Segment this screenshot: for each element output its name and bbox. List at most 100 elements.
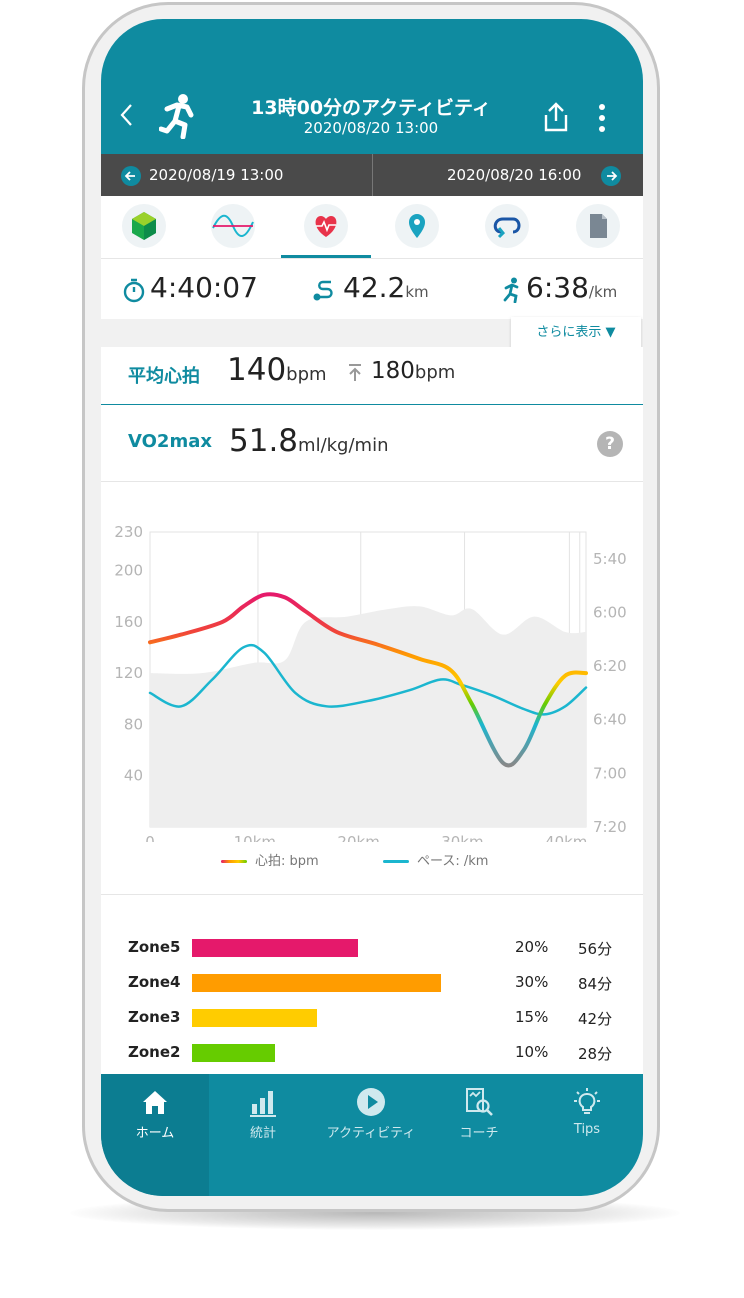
vo2max-unit: ml/kg/min <box>298 435 389 456</box>
share-icon[interactable] <box>541 101 571 133</box>
zone-bar <box>192 974 441 992</box>
detail-tabs <box>101 196 643 259</box>
chart-svg: 230 200 160 120 80 40 5:40 6:00 6:20 6:40 7:00 7:20… <box>114 523 627 842</box>
zone-name: Zone2 <box>128 1043 181 1061</box>
zone-minutes: 28分 <box>578 1045 613 1063</box>
help-icon[interactable]: ? <box>597 431 623 457</box>
zone-name: Zone5 <box>128 938 181 956</box>
bar-chart-icon <box>250 1091 276 1117</box>
tab-laps[interactable] <box>485 204 529 248</box>
more-vertical-icon[interactable] <box>596 103 608 133</box>
app-screen: 13時00分のアクティビティ 2020/08/20 13:00 2020/08/… <box>101 19 643 1196</box>
date-divider <box>372 154 373 196</box>
zone-row: Zone2 10% 28分 <box>101 1038 643 1068</box>
legend-hr-swatch <box>221 860 247 863</box>
document-icon <box>590 214 607 238</box>
active-tab-indicator <box>281 255 371 258</box>
vo2max-summary: VO2max 51.8ml/kg/min ? <box>101 405 643 482</box>
zone-row: Zone3 15% 42分 <box>101 1003 643 1033</box>
zone-percent: 10% <box>515 1043 549 1061</box>
home-icon <box>143 1091 167 1114</box>
coach-icon <box>466 1088 493 1116</box>
y-right-tick-label: 7:20 <box>593 818 627 836</box>
y-right-tick-label: 6:00 <box>593 603 627 621</box>
nav-activity[interactable]: アクティビティ <box>317 1074 425 1196</box>
avg-heart-rate-value: 140bpm <box>227 352 327 388</box>
legend-pace: ペース: /km <box>383 850 488 869</box>
pace-line <box>148 643 588 716</box>
pace-value: 6:38/km <box>526 271 617 304</box>
running-pace-icon <box>503 277 519 303</box>
zone-name: Zone3 <box>128 1008 181 1026</box>
legend-heart-rate: 心拍: bpm <box>221 850 319 869</box>
y-left-tick-label: 160 <box>114 613 143 631</box>
vo2max-value: 51.8ml/kg/min <box>229 423 389 459</box>
distance-number: 42.2 <box>343 271 406 304</box>
zone-percent: 20% <box>515 938 549 956</box>
x-tick-label: 0 <box>145 833 155 842</box>
nav-stats-label: 統計 <box>249 1126 276 1141</box>
tab-map[interactable] <box>395 204 439 248</box>
x-tick-label: 40km <box>545 833 587 842</box>
legend-pace-swatch <box>383 860 409 863</box>
duration-value: 4:40:07 <box>150 271 258 304</box>
arrow-right-icon[interactable] <box>601 166 621 186</box>
chevron-left-icon[interactable] <box>119 103 133 132</box>
zone-row: Zone5 20% 56分 <box>101 933 643 963</box>
nav-stats[interactable]: 統計 <box>209 1074 317 1196</box>
y-right-tick-label: 6:40 <box>593 711 627 729</box>
nav-tips-label: Tips <box>573 1122 601 1137</box>
zone-percent: 15% <box>515 1008 549 1026</box>
nav-home[interactable]: ホーム <box>101 1074 209 1196</box>
stopwatch-icon <box>123 278 145 303</box>
prev-activity-date[interactable]: 2020/08/19 13:00 <box>149 166 284 184</box>
heart-rate-icon <box>315 216 337 237</box>
wave-icon <box>212 214 254 237</box>
zone-bar <box>192 939 358 957</box>
tab-document[interactable] <box>576 204 620 248</box>
x-tick-label: 20km <box>337 833 379 842</box>
running-icon <box>158 93 199 140</box>
vo2max-label: VO2max <box>128 431 212 452</box>
max-arrow-icon <box>349 364 361 381</box>
nav-tips[interactable]: Tips <box>533 1074 641 1196</box>
avg-hr-number: 140 <box>227 352 287 388</box>
legend-pace-label: ペース: /km <box>417 854 489 869</box>
nav-coach[interactable]: コーチ <box>425 1074 533 1196</box>
zone-minutes: 84分 <box>578 975 613 993</box>
y-left-tick-label: 200 <box>114 561 143 579</box>
heart-rate-pace-chart: 230 200 160 120 80 40 5:40 6:00 6:20 6:40 7:00 7:20… <box>101 482 643 895</box>
nav-activity-label: アクティビティ <box>326 1126 416 1141</box>
app-header: 13時00分のアクティビティ 2020/08/20 13:00 <box>101 19 643 154</box>
zone-name: Zone4 <box>128 973 181 991</box>
arrow-left-icon[interactable] <box>121 166 141 186</box>
tab-graph[interactable] <box>211 204 255 248</box>
y-left-tick-label: 80 <box>124 715 143 733</box>
map-pin-icon <box>409 214 425 238</box>
date-navigation: 2020/08/19 13:00 2020/08/20 16:00 <box>101 154 643 196</box>
route-icon <box>313 280 333 301</box>
avg-hr-unit: bpm <box>286 364 327 385</box>
show-more-button[interactable]: さらに表示 ▼ <box>511 317 641 349</box>
next-activity-date[interactable]: 2020/08/20 16:00 <box>447 166 582 184</box>
nav-home-label: ホーム <box>135 1126 175 1141</box>
lap-icon <box>493 217 521 239</box>
page-subtitle: 2020/08/20 13:00 <box>303 119 439 137</box>
y-left-tick-label: 120 <box>114 664 143 682</box>
tab-summary[interactable] <box>122 204 166 248</box>
zone-minutes: 42分 <box>578 1010 613 1028</box>
nav-coach-label: コーチ <box>459 1126 499 1141</box>
summary-icon <box>132 212 156 240</box>
y-right-tick-label: 6:20 <box>593 657 627 675</box>
legend-hr-label: 心拍: bpm <box>255 854 319 869</box>
play-icon <box>357 1088 385 1116</box>
zone-minutes: 56分 <box>578 940 613 958</box>
distance-value: 42.2km <box>343 271 429 304</box>
zone-row: Zone4 30% 84分 <box>101 968 643 998</box>
tab-heart-rate[interactable] <box>304 204 348 248</box>
heart-rate-zones: Zone5 20% 56分 Zone4 30% 84分 Zone3 15% 42… <box>101 895 643 1075</box>
bottom-navigation: ホーム 統計 アクティビティ コーチ <box>101 1074 643 1196</box>
max-hr-number: 180 <box>371 358 415 384</box>
lightbulb-icon <box>574 1088 600 1114</box>
background-area <box>150 606 586 827</box>
